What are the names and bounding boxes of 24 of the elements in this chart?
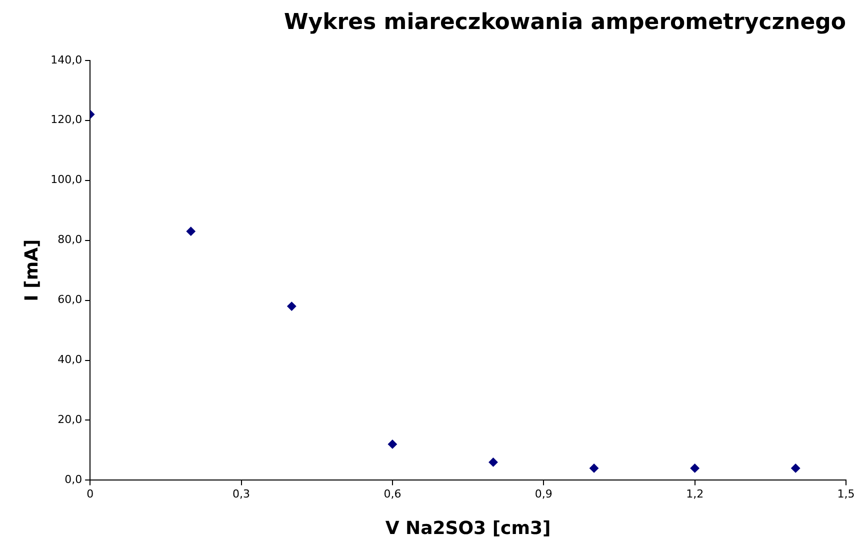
point [287,302,296,311]
point [590,464,599,473]
y-tick-label: 40,0 [58,353,82,366]
y-tick-label: 120,0 [50,113,82,126]
x-axis-title: V Na2SO3 [cm3] [385,518,551,539]
x-tick-label: 0,6 [384,488,402,501]
y-tick-label: 20,0 [58,413,82,426]
y-tick-label: 140,0 [50,53,82,66]
x-tick-label: 0 [86,488,94,501]
point [690,464,700,473]
point [186,226,196,236]
y-tick-label: 60,0 [58,293,82,306]
y-tick-label: 80,0 [58,233,82,246]
y-axis-title: I [mA] [21,239,42,302]
y-tick-label: 0,0 [64,473,82,486]
y-tick-label: 100,0 [50,173,82,186]
x-tick-label: 0,3 [232,488,250,501]
point [488,458,498,467]
x-tick-label: 0,9 [534,488,552,501]
point [791,464,800,473]
x-tick-label: 1,2 [686,488,704,501]
point [388,440,397,449]
x-tick-label: 1,5 [837,488,855,501]
chart-title: Wykres miareczkowania amperometrycznego [284,10,846,35]
